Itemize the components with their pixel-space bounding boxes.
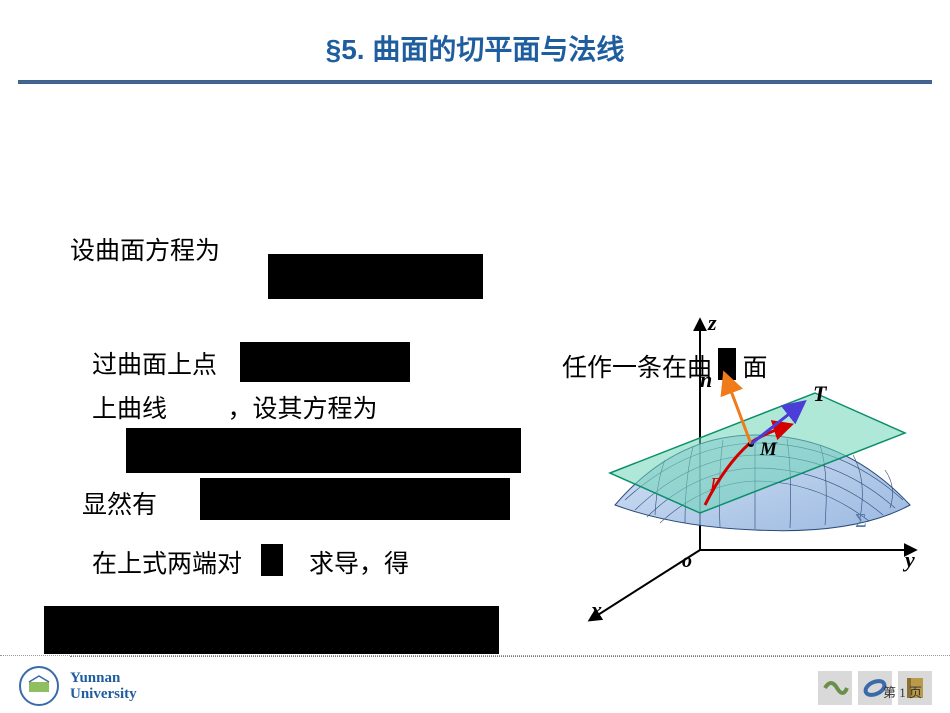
text-line-1: 设曲面方程为 bbox=[70, 234, 220, 269]
redacted-eq-2 bbox=[200, 478, 510, 520]
text-line-2a: 过曲面上点 bbox=[92, 348, 217, 383]
page-title: §5. 曲面的切平面与法线 bbox=[0, 0, 950, 80]
text: 显然有 bbox=[82, 492, 157, 519]
label-n: n bbox=[700, 367, 712, 392]
surface-diagram: Γ M n T Σ z y x o bbox=[555, 305, 925, 625]
text: 在上式两端对 bbox=[92, 551, 242, 578]
footer-divider bbox=[70, 656, 880, 657]
origin-label: o bbox=[682, 550, 692, 572]
university-name-2: University bbox=[70, 686, 137, 703]
z-label: z bbox=[707, 310, 717, 335]
label-M: M bbox=[759, 439, 778, 460]
text-line-5: 在上式两端对 求导，得 bbox=[92, 544, 409, 582]
text-line-4: 显然有 bbox=[82, 488, 157, 523]
label-T: T bbox=[813, 381, 828, 406]
university-block: Yunnan University bbox=[18, 665, 137, 707]
university-name-1: Yunnan bbox=[70, 670, 137, 687]
text: 设曲面方程为 bbox=[70, 238, 220, 265]
nav-icon-1[interactable] bbox=[818, 671, 852, 705]
text-line-3: 上曲线 ，设其方程为 bbox=[92, 392, 378, 427]
redacted-derivative bbox=[44, 606, 499, 654]
redacted-var bbox=[261, 544, 283, 576]
x-label: x bbox=[590, 597, 602, 622]
footer: Yunnan University 第 1 页 bbox=[0, 655, 950, 713]
content-area: 设曲面方程为 过曲面上点 任作一条在曲 面 上曲线 ，设其方程为 显然有 在上式… bbox=[0, 84, 950, 134]
text: ，设其方程为 bbox=[228, 396, 378, 423]
text: 上曲线 bbox=[92, 396, 167, 423]
redacted-formula-1 bbox=[268, 254, 483, 299]
university-logo bbox=[18, 665, 60, 707]
page-number: 第 1 页 bbox=[883, 682, 922, 701]
redacted-point bbox=[240, 342, 410, 382]
text: 求导，得 bbox=[309, 551, 409, 578]
label-sigma: Σ bbox=[855, 510, 867, 532]
curve-gamma: Γ bbox=[709, 474, 721, 494]
text: 过曲面上点 bbox=[92, 352, 217, 379]
redacted-curve-eq bbox=[126, 428, 521, 473]
